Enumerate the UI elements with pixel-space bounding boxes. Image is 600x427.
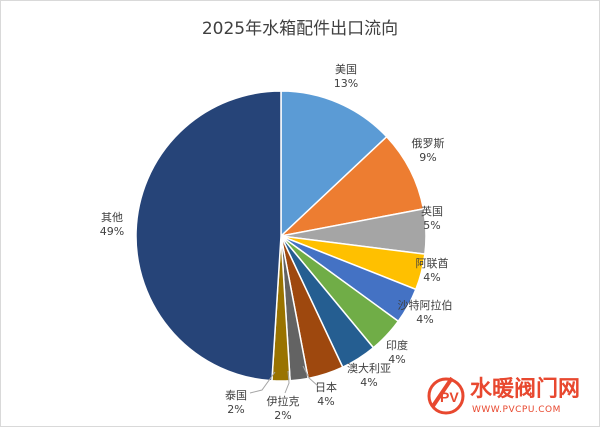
pie-slice <box>135 90 282 382</box>
slice-name-label: 俄罗斯 <box>412 137 445 150</box>
slice-percent-label: 4% <box>360 376 377 389</box>
watermark-logo-icon: PV <box>427 376 465 415</box>
watermark: PV 水暖阀门网 WWW.PVCPU.COM <box>427 376 580 415</box>
slice-name-label: 泰国 <box>225 388 247 402</box>
leader-line <box>249 371 276 394</box>
slice-name-label: 日本 <box>315 380 337 394</box>
pie-slices <box>135 90 427 382</box>
slice-name-label: 印度 <box>386 338 408 352</box>
slice-percent-label: 49% <box>100 225 124 238</box>
slice-name-label: 伊拉克 <box>267 394 300 408</box>
slice-percent-label: 9% <box>419 151 436 164</box>
slice-name-label: 美国 <box>335 63 357 76</box>
chart-title: 2025年水箱配件出口流向 <box>201 19 399 39</box>
watermark-url: WWW.PVCPU.COM <box>472 405 561 415</box>
slice-percent-label: 4% <box>423 271 440 284</box>
leader-line <box>302 365 319 387</box>
slice-percent-label: 2% <box>227 403 244 416</box>
leader-line <box>284 370 290 394</box>
slice-percent-label: 5% <box>423 219 440 232</box>
pie-slice <box>280 90 388 238</box>
watermark-brand: 水暖阀门网 <box>470 376 580 402</box>
slice-name-label: 其他 <box>101 211 123 224</box>
slice-name-label: 阿联酋 <box>416 256 449 270</box>
slice-percent-label: 4% <box>388 353 405 366</box>
slice-percent-label: 2% <box>274 409 291 422</box>
watermark-logo-letters: PV <box>440 389 459 405</box>
slice-percent-label: 4% <box>317 395 334 408</box>
slice-name-label: 英国 <box>421 204 443 218</box>
slice-name-label: 澳大利亚 <box>347 361 391 375</box>
pie-slice <box>278 135 425 238</box>
slice-name-label: 沙特阿拉伯 <box>398 298 453 312</box>
pie-labels: 美国13%俄罗斯9%英国5%阿联酋4%沙特阿拉伯4%印度4%澳大利亚4%日本4%… <box>100 63 453 422</box>
slice-percent-label: 13% <box>334 77 358 90</box>
slice-percent-label: 4% <box>416 313 433 326</box>
